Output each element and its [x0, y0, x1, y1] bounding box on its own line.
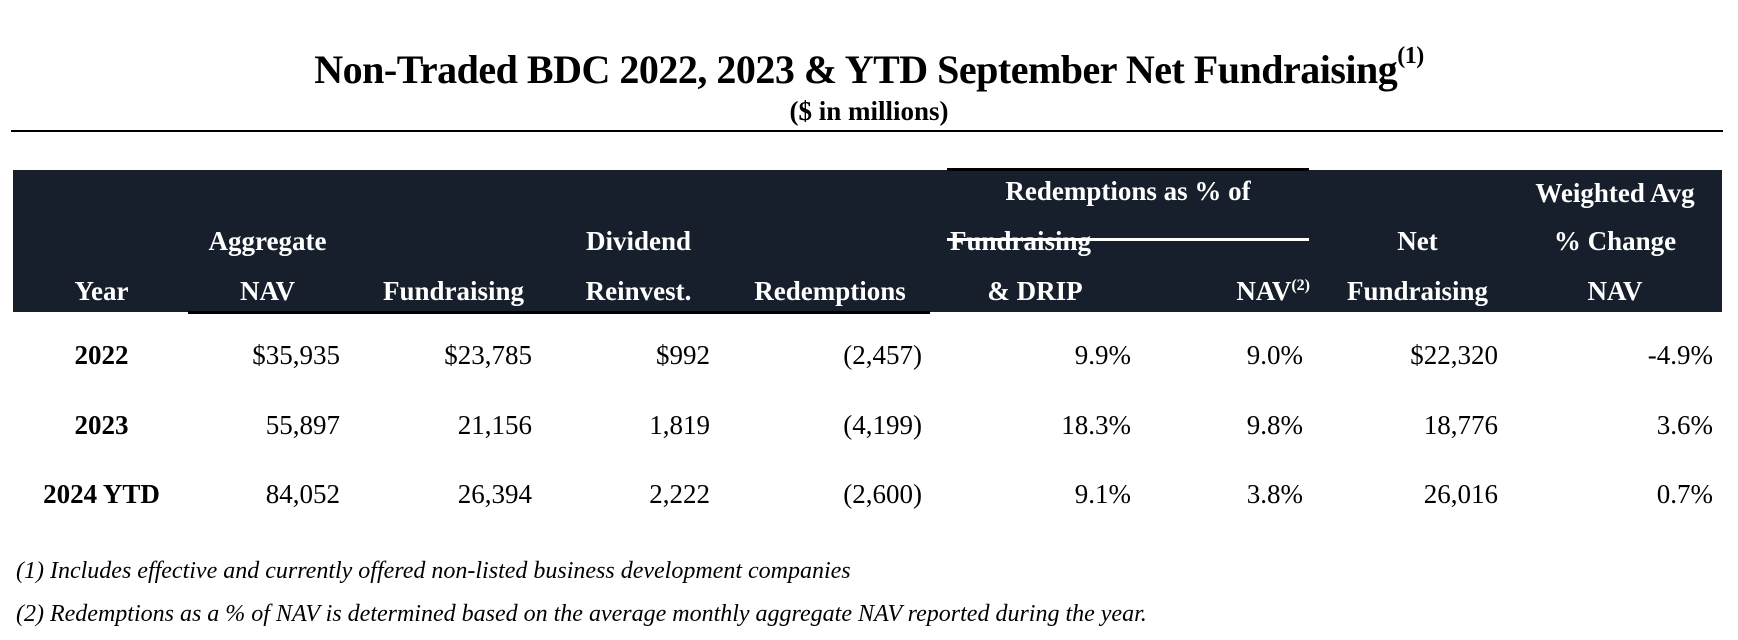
cell-nav: 55,897 [265, 410, 340, 440]
group-top-line [947, 168, 1309, 171]
header-year: Year [74, 276, 129, 306]
cell-div: $992 [656, 340, 710, 370]
cell-nav: 84,052 [265, 479, 340, 509]
title-text: Non-Traded BDC 2022, 2023 & YTD Septembe… [314, 47, 1398, 92]
cell-pf: 9.9% [1074, 340, 1131, 370]
cell-pf: 9.1% [1074, 479, 1131, 509]
cell-pn: 9.8% [1246, 410, 1303, 440]
header-net-2: Fundraising [1346, 276, 1489, 306]
header-net-1: Net [1397, 226, 1438, 256]
group-underline [947, 238, 1309, 241]
cell-net: $22,320 [1410, 340, 1498, 370]
title-rule [11, 130, 1723, 132]
table-header [13, 170, 1722, 312]
cell-div: 2,222 [649, 479, 710, 509]
cell-wavg: 3.6% [1656, 410, 1713, 440]
cell-red: (4,199) [843, 410, 922, 440]
header-pct-fund-2: & DRIP [987, 276, 1083, 306]
header-dividend-2: Reinvest. [585, 276, 692, 306]
footnote-2: (2) Redemptions as a % of NAV is determi… [16, 601, 1147, 627]
header-fundraising: Fundraising [382, 276, 525, 306]
cell-net: 26,016 [1423, 479, 1498, 509]
cell-pn: 3.8% [1246, 479, 1303, 509]
footnote-1: (1) Includes effective and currently off… [16, 558, 851, 584]
cell-wavg: 0.7% [1656, 479, 1713, 509]
header-nav-1: Aggregate [208, 226, 327, 256]
table-row: 2023 55,897 21,156 1,819 (4,199) 18.3% 9.8% 18,… [0, 408, 1738, 442]
header-pct-nav: NAV(2) [1170, 276, 1310, 306]
cell-fund: 26,394 [457, 479, 532, 509]
subtitle: ($ in millions) [789, 96, 949, 126]
cell-div: 1,819 [649, 410, 710, 440]
cell-year: 2023 [74, 410, 129, 440]
header-pct-nav-text: NAV [1236, 276, 1292, 306]
header-pct-nav-note: (2) [1291, 277, 1310, 294]
header-wavg-3: NAV [1587, 276, 1643, 306]
cell-net: 18,776 [1423, 410, 1498, 440]
header-wavg-2: % Change [1553, 226, 1677, 256]
title-footnote-ref: (1) [1397, 42, 1424, 69]
cell-nav: $35,935 [252, 340, 340, 370]
header-wavg-1: Weighted Avg [1535, 178, 1695, 208]
cell-year: 2022 [74, 340, 129, 370]
table-row: 2022 $35,935 $23,785 $992 (2,457) 9.9% 9.0% $22… [0, 338, 1738, 372]
cell-pf: 18.3% [1061, 410, 1131, 440]
cell-fund: 21,156 [457, 410, 532, 440]
header-pct-fund-1: Fundraising [950, 226, 1092, 256]
header-underline [188, 311, 930, 314]
header-redemptions: Redemptions [754, 276, 906, 306]
cell-red: (2,600) [843, 479, 922, 509]
cell-fund: $23,785 [444, 340, 532, 370]
cell-red: (2,457) [843, 340, 922, 370]
cell-wavg: -4.9% [1647, 340, 1713, 370]
table-row: 2024 YTD 84,052 26,394 2,222 (2,600) 9.1% 3.8%… [0, 477, 1738, 511]
header-group: Redemptions as % of [1005, 176, 1251, 206]
page-title: Non-Traded BDC 2022, 2023 & YTD Septembe… [0, 44, 1738, 92]
header-dividend-1: Dividend [585, 226, 692, 256]
header-nav-2: NAV [239, 276, 295, 306]
cell-year: 2024 YTD [43, 479, 160, 509]
cell-pn: 9.0% [1246, 340, 1303, 370]
